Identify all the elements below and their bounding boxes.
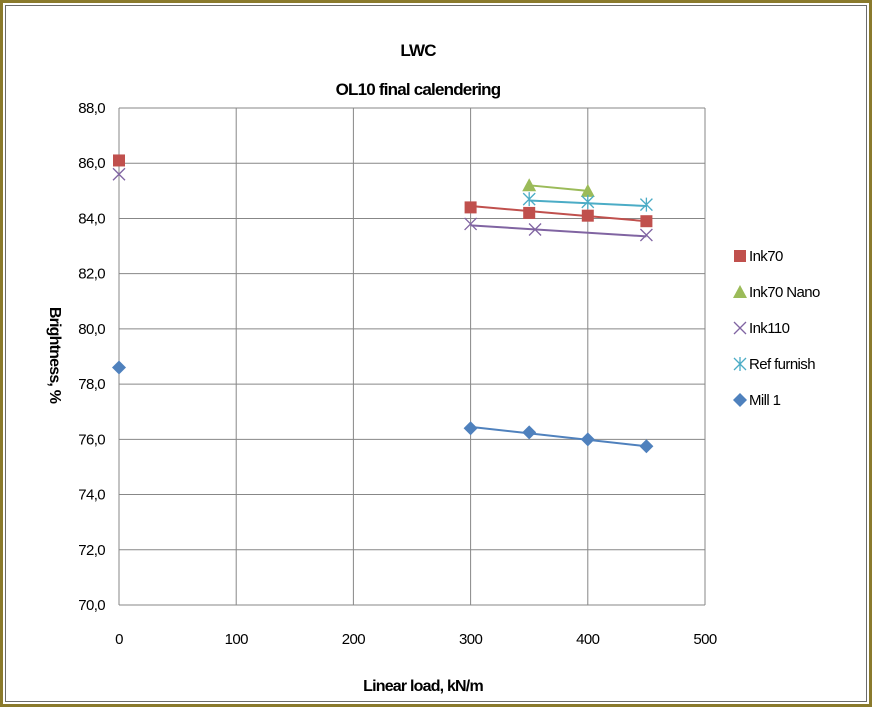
point-ref-furnish	[581, 194, 595, 209]
y-tick-label: 86,0	[78, 155, 105, 172]
legend-marker-ref-furnish	[733, 357, 747, 371]
legend-marker-ink70-nano	[733, 285, 747, 298]
point-ink110	[112, 167, 126, 181]
legend-label: Ink70 Nano	[749, 284, 820, 301]
point-ink70	[113, 154, 125, 167]
legend-label: Mill 1	[749, 392, 781, 409]
y-tick-labels: 70,0 72,0 74,0 76,0 78,0 80,0 82,0 84,0 86,0 88,0	[78, 100, 106, 614]
y-tick-label: 78,0	[78, 376, 105, 393]
x-tick-label: 0	[115, 631, 123, 648]
legend-label: Ref furnish	[749, 356, 815, 373]
legend-marker-ink70	[734, 250, 746, 262]
trendline-ink110	[470, 224, 647, 238]
trendline-ink70-nano	[529, 184, 588, 192]
y-tick-label: 88,0	[78, 100, 105, 117]
point-mill-1	[639, 439, 654, 454]
y-tick-label: 70,0	[78, 597, 105, 614]
x-tick-label: 400	[576, 631, 599, 648]
legend-label: Ink70	[749, 248, 783, 265]
point-ink70	[464, 201, 477, 214]
y-tick-label: 76,0	[78, 431, 105, 448]
trendline-mill-1	[470, 425, 647, 448]
legend-label: Ink110	[749, 320, 790, 337]
chart-title: LWC	[400, 41, 436, 60]
x-tick-label: 200	[342, 631, 365, 648]
y-tick-label: 74,0	[78, 487, 105, 504]
point-ref-furnish	[639, 197, 653, 212]
y-axis-title: Brightness, %	[46, 307, 63, 404]
x-tick-labels: 0 100 200 300 400 500	[115, 631, 717, 648]
trendline-ink70	[470, 205, 647, 223]
x-tick-label: 500	[693, 631, 716, 648]
x-tick-label: 100	[225, 631, 248, 648]
point-ink70-nano	[580, 183, 595, 197]
point-ink110	[639, 228, 653, 242]
point-mill-1	[112, 360, 126, 375]
point-ink70	[581, 209, 594, 222]
data-points	[112, 154, 654, 454]
y-tick-label: 80,0	[78, 321, 105, 338]
legend-marker-ink110	[733, 321, 747, 335]
point-mill-1	[463, 421, 478, 436]
point-ref-furnish	[522, 192, 536, 207]
trendlines	[470, 184, 647, 448]
legend-marker-mill-1	[733, 393, 747, 407]
point-ink70	[640, 215, 653, 228]
point-ink110	[464, 217, 478, 231]
y-tick-label: 84,0	[78, 210, 105, 227]
point-mill-1	[522, 425, 537, 440]
y-tick-label: 72,0	[78, 542, 105, 559]
point-ink70-nano	[522, 178, 537, 192]
point-ink110	[528, 223, 542, 236]
x-tick-label: 300	[459, 631, 482, 648]
gridlines	[118, 107, 706, 606]
point-mill-1	[580, 432, 595, 447]
chart-subtitle: OL10 final calendering	[336, 80, 501, 99]
legend: Ink70 Ink70 Nano Ink110 Ref furnish Mill 1	[733, 248, 821, 409]
point-ink70	[523, 206, 536, 219]
chart-area-border	[5, 5, 867, 702]
x-axis-title: Linear load, kN/m	[363, 678, 483, 695]
y-tick-label: 82,0	[78, 266, 105, 283]
